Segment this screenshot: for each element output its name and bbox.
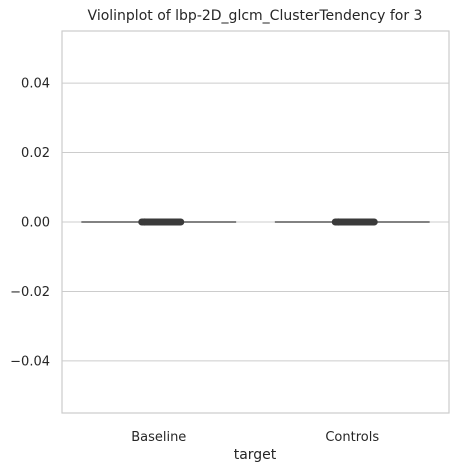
chart-title: Violinplot of lbp-2D_glcm_ClusterTendenc…	[88, 8, 423, 24]
y-tick-label: −0.04	[10, 354, 50, 369]
y-axis-ticks: −0.04 −0.02 0.00 0.02 0.04	[10, 77, 50, 370]
y-tick-label: 0.00	[21, 216, 50, 231]
median-point	[141, 218, 149, 226]
y-tick-label: 0.02	[21, 146, 50, 161]
violin-marks	[81, 218, 430, 226]
x-axis-ticks: Baseline Controls	[131, 430, 379, 445]
y-tick-label: 0.04	[21, 77, 50, 92]
plot-area	[61, 30, 450, 414]
x-tick-label: Controls	[325, 430, 379, 445]
y-tick-label: −0.02	[10, 285, 50, 300]
x-tick-label: Baseline	[131, 430, 186, 445]
median-point	[334, 218, 342, 226]
x-axis-label: target	[234, 447, 277, 463]
